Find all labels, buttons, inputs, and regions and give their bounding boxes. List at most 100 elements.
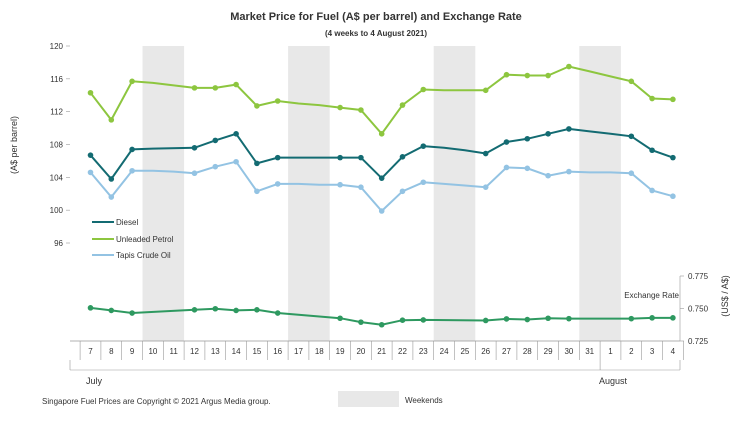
point-diesel-22	[399, 154, 406, 160]
point-diesel-13	[212, 137, 219, 144]
x-tick-label-29: 29	[544, 347, 553, 356]
point-tapis-crude-oil-29	[545, 172, 551, 179]
point-diesel-12	[191, 144, 198, 151]
point-tapis-crude-oil-20	[358, 184, 364, 190]
point-exchange-rate-2	[628, 315, 635, 322]
x-tick-label-18: 18	[315, 347, 324, 356]
x-tick-label-20: 20	[356, 347, 365, 356]
point-diesel-19	[337, 154, 343, 161]
copyright-text: Singapore Fuel Prices are Copyright © 20…	[42, 397, 271, 406]
point-unleaded-petrol-3	[649, 95, 655, 102]
x-tick-label-17: 17	[294, 347, 303, 356]
point-exchange-rate-30	[566, 315, 572, 322]
point-unleaded-petrol-7	[87, 89, 94, 96]
point-unleaded-petrol-21	[378, 131, 385, 137]
point-exchange-rate-16	[274, 310, 281, 316]
point-exchange-rate-22	[399, 317, 406, 324]
legend: Diesel Unleaded Petrol Tapis Crude Oil	[92, 218, 174, 260]
y-tick-label-116: 116	[50, 75, 63, 84]
point-exchange-rate-23	[420, 317, 427, 323]
point-unleaded-petrol-2	[628, 78, 635, 85]
axes-group	[66, 45, 684, 371]
point-tapis-crude-oil-14	[233, 158, 239, 165]
point-diesel-26	[482, 150, 489, 157]
point-exchange-rate-12	[191, 307, 198, 313]
point-tapis-crude-oil-4	[670, 193, 676, 200]
point-tapis-crude-oil-9	[129, 167, 135, 174]
chart-title: Market Price for Fuel (A$ per barrel) an…	[230, 11, 522, 23]
legend-label-diesel: Diesel	[116, 218, 138, 227]
y-tick-label-120: 120	[50, 42, 64, 51]
x-tick-label-27: 27	[502, 347, 511, 356]
x-tick-label-28: 28	[523, 347, 532, 356]
series-line-diesel	[89, 127, 674, 181]
point-exchange-rate-19	[337, 315, 343, 322]
point-tapis-crude-oil-26	[482, 184, 489, 190]
point-exchange-rate-15	[254, 307, 260, 313]
point-unleaded-petrol-9	[129, 78, 135, 85]
point-unleaded-petrol-12	[191, 85, 198, 91]
weekend-band-24-25	[433, 46, 476, 341]
point-diesel-20	[358, 154, 364, 161]
point-tapis-crude-oil-21	[378, 208, 385, 214]
point-diesel-7	[87, 152, 94, 158]
point-unleaded-petrol-28	[524, 72, 531, 79]
point-diesel-30	[566, 126, 572, 132]
x-tick-label-11: 11	[170, 347, 179, 356]
point-exchange-rate-13	[212, 305, 219, 312]
x-tick-label-15: 15	[252, 347, 261, 356]
point-tapis-crude-oil-30	[566, 168, 572, 175]
chart-subtitle: (4 weeks to 4 August 2021)	[325, 29, 427, 38]
point-diesel-28	[524, 135, 531, 142]
x-tick-label-2: 2	[629, 347, 634, 356]
x-tick-label-26: 26	[481, 347, 490, 356]
point-exchange-rate-8	[108, 307, 115, 314]
point-diesel-21	[378, 175, 385, 181]
weekend-band-31-1	[579, 46, 621, 341]
point-tapis-crude-oil-16	[274, 181, 281, 187]
y-tick-label-108: 108	[50, 141, 64, 150]
x-tick-label-7: 7	[88, 347, 93, 356]
point-diesel-9	[129, 146, 135, 153]
point-unleaded-petrol-29	[545, 72, 551, 79]
legend-label-tapis-crude-oil: Tapis Crude Oil	[116, 251, 171, 260]
point-exchange-rate-7	[87, 305, 94, 311]
legend-label-unleaded-petrol: Unleaded Petrol	[116, 235, 174, 244]
point-diesel-3	[649, 147, 655, 154]
point-tapis-crude-oil-12	[191, 170, 198, 177]
point-unleaded-petrol-14	[233, 81, 239, 88]
point-tapis-crude-oil-7	[87, 169, 94, 176]
point-diesel-29	[545, 131, 551, 137]
weekend-band-10-11	[142, 46, 185, 341]
point-diesel-16	[274, 154, 281, 161]
y-axis-label-right: (US$ / A$)	[720, 275, 730, 317]
point-exchange-rate-26	[482, 317, 489, 324]
point-exchange-rate-9	[129, 310, 135, 316]
y-tick-label-104: 104	[50, 173, 64, 182]
point-tapis-crude-oil-2	[628, 170, 635, 177]
point-diesel-23	[420, 143, 427, 149]
point-tapis-crude-oil-27	[503, 164, 510, 171]
point-tapis-crude-oil-23	[420, 179, 427, 186]
point-tapis-crude-oil-3	[649, 187, 655, 194]
series-group	[87, 63, 676, 328]
x-tick-label-12: 12	[190, 347, 199, 356]
x-tick-label-14: 14	[232, 347, 241, 356]
point-diesel-2	[628, 133, 635, 140]
x-tick-label-19: 19	[336, 347, 345, 356]
point-diesel-4	[670, 154, 676, 161]
point-exchange-rate-20	[358, 319, 364, 325]
x-tick-label-1: 1	[608, 347, 613, 356]
point-unleaded-petrol-26	[482, 87, 489, 94]
y-tick-label-100: 100	[50, 206, 64, 215]
point-exchange-rate-29	[545, 315, 551, 322]
point-exchange-rate-27	[503, 316, 510, 322]
x-tick-label-22: 22	[398, 347, 407, 356]
x-tick-label-25: 25	[460, 347, 469, 356]
x-tick-label-31: 31	[585, 347, 594, 356]
exchange-rate-label: Exchange Rate	[624, 291, 679, 300]
point-diesel-15	[254, 160, 260, 167]
month-label-august: August	[599, 376, 628, 386]
